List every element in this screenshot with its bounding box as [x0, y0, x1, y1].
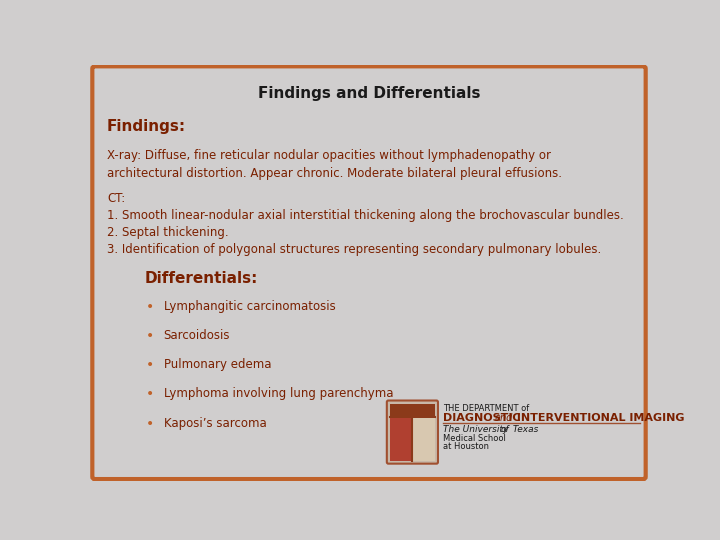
Text: •: •	[146, 329, 155, 343]
Text: Lymphoma involving lung parenchyma: Lymphoma involving lung parenchyma	[163, 387, 393, 401]
Text: Kaposi’s sarcoma: Kaposi’s sarcoma	[163, 417, 266, 430]
Bar	[390, 403, 435, 417]
Text: •: •	[146, 358, 155, 372]
Text: and: and	[495, 413, 513, 423]
Text: INTERVENTIONAL IMAGING: INTERVENTIONAL IMAGING	[513, 413, 685, 423]
Bar	[390, 418, 413, 461]
Text: DIAGNOSTIC: DIAGNOSTIC	[443, 413, 524, 423]
Text: CT:
1. Smooth linear-nodular axial interstitial thickening along the brochovascu: CT: 1. Smooth linear-nodular axial inter…	[107, 192, 624, 256]
Text: at Houston: at Houston	[443, 442, 489, 451]
Bar	[413, 418, 435, 461]
Text: X-ray: Diffuse, fine reticular nodular opacities without lymphadenopathy or
arch: X-ray: Diffuse, fine reticular nodular o…	[107, 150, 562, 179]
Text: •: •	[146, 387, 155, 401]
Text: of: of	[500, 425, 509, 434]
Text: •: •	[146, 417, 155, 431]
FancyBboxPatch shape	[92, 66, 646, 479]
Text: THE DEPARTMENT of: THE DEPARTMENT of	[443, 403, 529, 413]
Text: Sarcoidosis: Sarcoidosis	[163, 329, 230, 342]
FancyBboxPatch shape	[387, 401, 438, 464]
Text: The University: The University	[443, 425, 510, 434]
Text: Texas: Texas	[510, 425, 539, 434]
Text: Medical School: Medical School	[443, 434, 505, 443]
Text: •: •	[146, 300, 155, 314]
Text: Findings:: Findings:	[107, 119, 186, 134]
Text: Pulmonary edema: Pulmonary edema	[163, 358, 271, 371]
Text: Findings and Differentials: Findings and Differentials	[258, 86, 480, 102]
Text: Differentials:: Differentials:	[144, 271, 258, 286]
Text: Lymphangitic carcinomatosis: Lymphangitic carcinomatosis	[163, 300, 336, 313]
